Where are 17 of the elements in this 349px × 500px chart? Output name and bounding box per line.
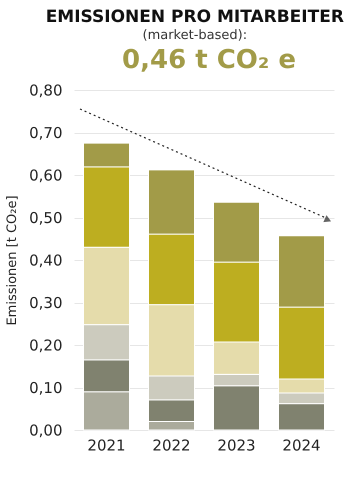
x-tick-label: 2021 xyxy=(87,436,126,454)
x-tick-label: 2024 xyxy=(282,436,321,454)
x-tick-label: 2023 xyxy=(217,436,256,454)
text: 0,46 t CO₂ e xyxy=(122,45,296,75)
y-tick-label: 0,30 xyxy=(29,294,62,312)
chart-subtitle: (market-based): xyxy=(142,28,248,43)
y-tick-label: 0,20 xyxy=(29,336,62,354)
y-tick-label: 0,40 xyxy=(29,252,62,270)
y-tick-label: 0,00 xyxy=(29,422,62,440)
y-tick-label: 0,60 xyxy=(29,166,62,184)
y-axis-title: Emissionen [t CO₂e] xyxy=(5,195,20,326)
chart-title: EMISSIONEN PRO MITARBEITER xyxy=(46,7,344,27)
y-tick-label: 0,10 xyxy=(29,379,62,397)
y-tick-label: 0,70 xyxy=(29,124,62,142)
y-tick-label: 0,80 xyxy=(29,82,62,100)
y-tick-label: 0,50 xyxy=(29,209,62,227)
x-tick-label: 2022 xyxy=(152,436,191,454)
